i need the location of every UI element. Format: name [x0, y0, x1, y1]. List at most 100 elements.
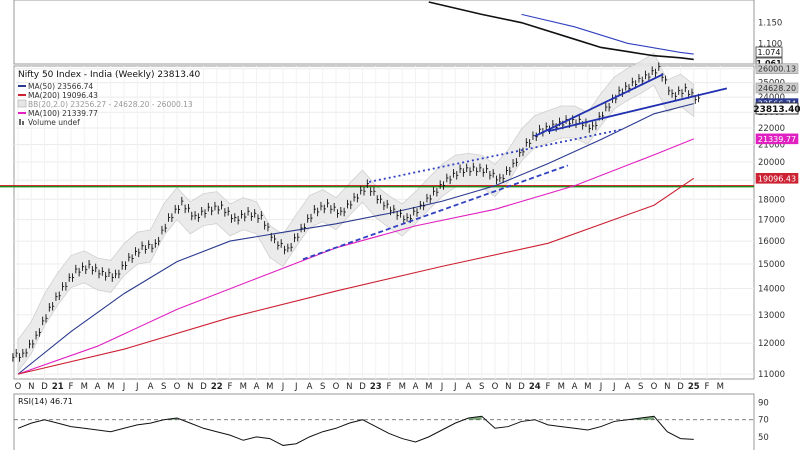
x-tick-label: N	[505, 382, 511, 392]
x-tick-label: N	[187, 382, 193, 392]
rsi-tick-label: 90	[758, 399, 769, 409]
last-price-tag-box	[755, 102, 799, 115]
x-tick-label: F	[69, 382, 74, 392]
last-price-tag-label: 23813.40	[753, 105, 800, 115]
x-tick-label: S	[479, 382, 484, 392]
y-tick-label: 12000	[758, 339, 785, 349]
y-tick-label: 24000	[758, 93, 785, 103]
x-tick-label: A	[254, 382, 260, 392]
x-tick-label: J	[453, 382, 457, 392]
x-tick-label: A	[148, 382, 154, 392]
top-panel-frame	[13, 0, 755, 65]
x-tick-label: 25	[688, 382, 700, 392]
value-tag-box	[755, 172, 799, 184]
top-panel-tick-label: 1.150	[758, 19, 782, 29]
x-tick-label: F	[228, 382, 233, 392]
price-bars	[12, 62, 701, 362]
x-tick-label: A	[466, 382, 472, 392]
y-tick-label: 21000	[758, 141, 785, 151]
y-tick-label: 18000	[758, 195, 785, 205]
rsi-panel-frame	[13, 393, 755, 454]
x-tick-label: O	[174, 382, 181, 392]
x-tick-label: M	[558, 382, 565, 392]
x-tick-label: A	[413, 382, 419, 392]
y-tick-label: 11000	[758, 370, 785, 380]
x-tick-label: M	[107, 382, 114, 392]
rsi-line	[17, 415, 694, 446]
trendline	[534, 73, 664, 138]
rsi-tick-label: 50	[758, 433, 769, 443]
x-tick-label: 21	[52, 382, 64, 392]
x-tick-label: A	[95, 382, 101, 392]
ma-line	[17, 138, 694, 375]
legend-item-volume: Volume undef	[19, 118, 80, 127]
x-tick-label: D	[41, 382, 48, 392]
x-tick-label: S	[638, 382, 643, 392]
x-tick-label: S	[320, 382, 325, 392]
x-tick-label: D	[518, 382, 525, 392]
trendline	[302, 164, 569, 261]
chart-title: Nifty 50 Index - India (Weekly) 23813.40	[18, 70, 201, 80]
top-panel-line	[428, 1, 694, 61]
value-tag-box	[755, 82, 799, 94]
ma-line	[17, 177, 695, 375]
x-tick-label: M	[240, 382, 247, 392]
x-tick-label: J	[440, 382, 444, 392]
main-panel-frame	[13, 65, 755, 380]
value-tag-label: 26000.13	[758, 65, 796, 74]
legend-label-ma200: MA(200) 19096.43	[28, 91, 98, 100]
legend-item-bb: BB(20,2.0) 23256.27 - 24628.20 - 26000.1…	[17, 99, 193, 109]
legend-item-ma100: MA(100) 21339.77	[18, 109, 98, 118]
value-tag-label: 21339.77	[758, 135, 796, 144]
x-tick-label: 22	[211, 382, 223, 392]
top-panel-tag-box	[755, 46, 783, 58]
x-tick-label: O	[651, 382, 658, 392]
x-tick-label: D	[359, 382, 366, 392]
x-tick-label: J	[612, 382, 616, 392]
x-tick-label: J	[135, 382, 139, 392]
horizontal-levels	[0, 185, 754, 188]
x-tick-label: O	[15, 382, 22, 392]
x-tick-label: J	[294, 382, 298, 392]
trendline	[547, 87, 728, 133]
rsi-tick-label: 70	[758, 416, 769, 426]
x-tick-label: J	[122, 382, 126, 392]
y-tick-label: 14000	[758, 285, 785, 295]
gridlines	[14, 66, 754, 379]
x-axis: O N D 21 F M A M J J A S O N D 22 F M A M J J A S O N D 23 F M A M J J A S O…	[15, 382, 724, 392]
x-tick-label: F	[546, 382, 551, 392]
x-tick-label: J	[599, 382, 603, 392]
y-tick-label: 13000	[758, 311, 785, 321]
legend-item-ma50: MA(50) 23566.74	[18, 82, 93, 91]
x-tick-label: N	[346, 382, 352, 392]
x-tick-label: D	[200, 382, 207, 392]
last-price-tag: 23813.40	[753, 102, 800, 115]
x-tick-label: F	[387, 382, 392, 392]
x-tick-label: M	[717, 382, 724, 392]
y-tick-label: 15000	[758, 260, 785, 270]
value-tag-label: 19096.43	[758, 174, 796, 183]
trendlines	[302, 73, 728, 261]
legend-label-ma100: MA(100) 21339.77	[28, 109, 98, 118]
x-tick-label: M	[425, 382, 432, 392]
x-tick-label: N	[664, 382, 670, 392]
x-tick-label: M	[399, 382, 406, 392]
x-tick-label: J	[281, 382, 285, 392]
ma-line	[17, 103, 694, 375]
rsi-label: RSI(14) 46.71	[18, 397, 73, 406]
value-tag-label: 24628.20	[758, 84, 796, 93]
y-tick-label: 20000	[758, 158, 785, 168]
x-tick-label: 23	[370, 382, 382, 392]
x-tick-label: M	[584, 382, 591, 392]
y-tick-label: 16000	[758, 237, 785, 247]
x-tick-label: O	[492, 382, 499, 392]
x-tick-label: 24	[529, 382, 541, 392]
rsi-panel: 90 70 50	[14, 399, 769, 454]
bollinger-band	[17, 52, 695, 373]
top-panel-tag-label: 1.074	[758, 48, 781, 57]
legend-label-ma50: MA(50) 23566.74	[28, 82, 93, 91]
legend-label-volume: Volume undef	[28, 118, 80, 127]
x-tick-label: A	[307, 382, 313, 392]
